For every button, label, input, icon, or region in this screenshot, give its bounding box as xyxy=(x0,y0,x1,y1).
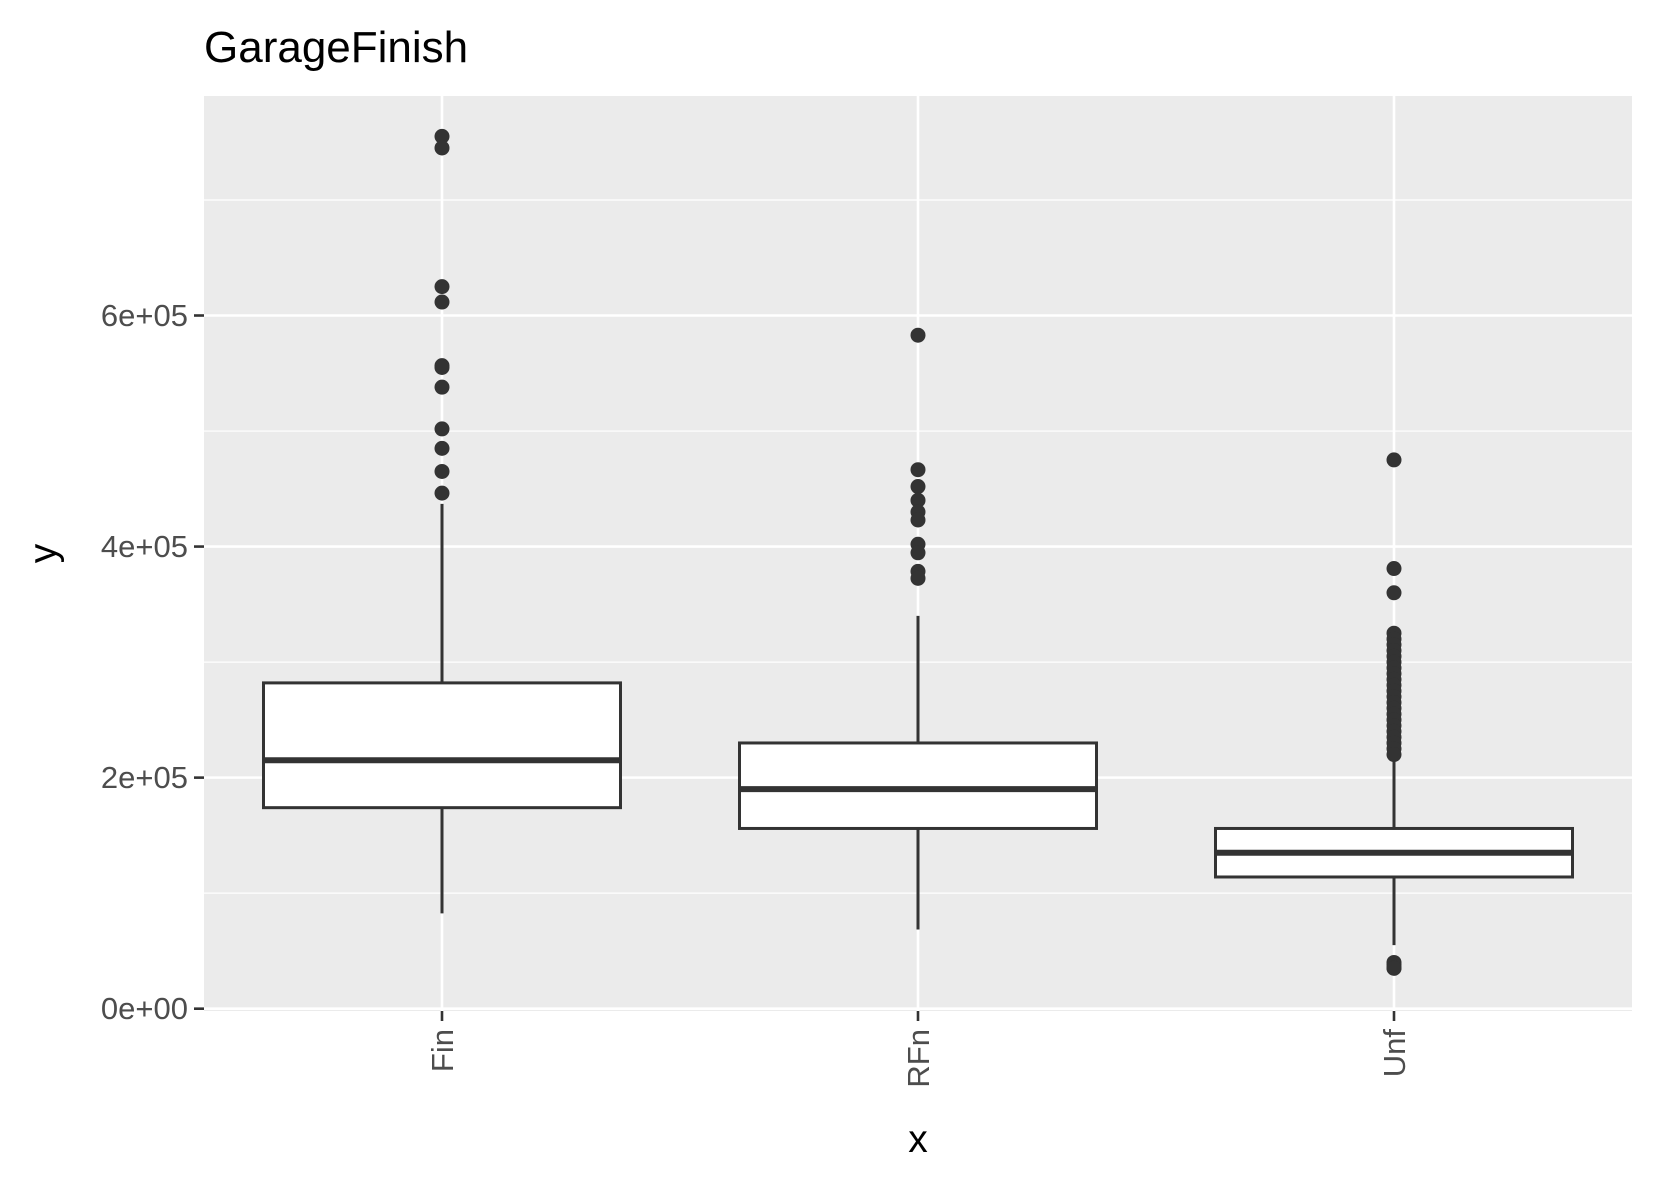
outlier-point xyxy=(1386,585,1402,601)
y-tick-label: 4e+05 xyxy=(101,529,188,564)
x-tick-label: Fin xyxy=(425,1029,460,1072)
outlier-point xyxy=(434,140,450,156)
outlier-point xyxy=(434,463,450,479)
outlier-point xyxy=(434,359,450,375)
outlier-point xyxy=(434,279,450,295)
outlier-point xyxy=(910,492,926,508)
outlier-point xyxy=(910,545,926,561)
outlier-point xyxy=(1386,561,1402,577)
outlier-point xyxy=(1386,747,1402,763)
y-tick-label: 6e+05 xyxy=(101,298,188,333)
box-group-fin xyxy=(262,128,622,914)
box xyxy=(262,681,622,810)
x-tick-label: RFn xyxy=(901,1029,936,1088)
outlier-point xyxy=(910,327,926,343)
outlier-point xyxy=(910,570,926,586)
outlier-point xyxy=(434,440,450,456)
outlier-point xyxy=(910,512,926,528)
box-group-unf xyxy=(1214,452,1574,976)
axis-layer: 0e+00 2e+05 4e+05 6e+05 Fin RFn Unf xyxy=(101,298,1412,1088)
y-tick-label: 2e+05 xyxy=(101,760,188,795)
outlier-point xyxy=(1386,452,1402,468)
outlier-point xyxy=(434,128,450,144)
y-axis-label: y xyxy=(22,543,65,563)
outlier-point xyxy=(910,462,926,478)
outlier-point xyxy=(434,379,450,395)
box-layer xyxy=(262,128,1574,976)
outlier-point xyxy=(910,479,926,495)
box-group-rfn xyxy=(738,327,1098,930)
outlier-point xyxy=(434,294,450,310)
outlier-point xyxy=(434,421,450,437)
y-tick-label: 0e+00 xyxy=(101,991,188,1026)
outlier-point xyxy=(1386,960,1402,976)
chart-title: GarageFinish xyxy=(204,23,468,72)
box xyxy=(738,741,1098,830)
x-tick-label: Unf xyxy=(1377,1029,1412,1078)
x-axis-label: x xyxy=(908,1118,928,1161)
outlier-point xyxy=(434,485,450,501)
